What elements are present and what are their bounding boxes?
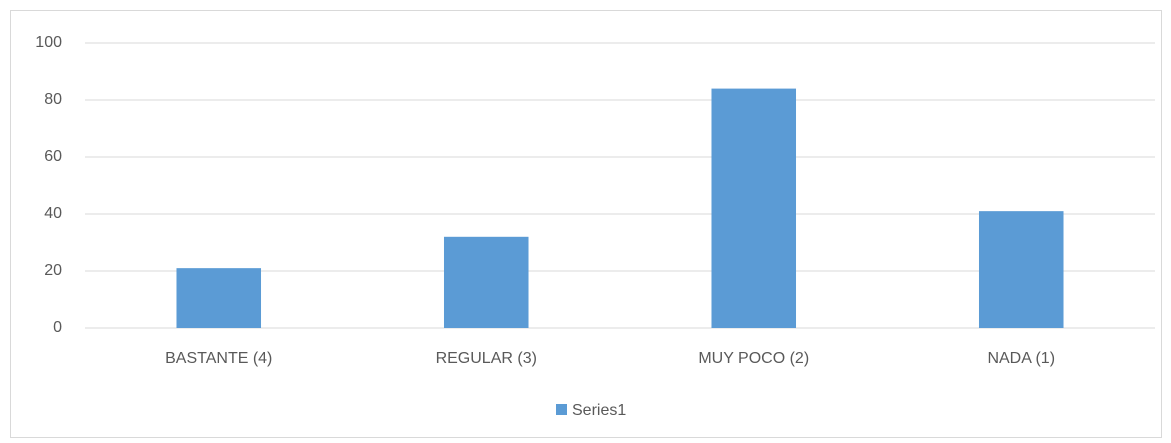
bar (176, 268, 262, 328)
y-tick-label: 80 (44, 91, 62, 108)
y-tick-label: 100 (35, 34, 62, 51)
bar (978, 211, 1064, 328)
x-tick-label: BASTANTE (4) (165, 350, 272, 367)
y-tick-label: 20 (44, 262, 62, 279)
legend-swatch (556, 404, 567, 415)
chart-border (10, 10, 1162, 438)
y-tick-label: 0 (53, 319, 62, 336)
x-tick-label: MUY POCO (2) (698, 350, 809, 367)
bar (711, 88, 797, 328)
legend-label: Series1 (572, 402, 626, 419)
x-tick-label: REGULAR (3) (436, 350, 537, 367)
y-tick-label: 40 (44, 205, 62, 222)
bar (443, 236, 529, 328)
x-tick-label: NADA (1) (987, 350, 1055, 367)
y-tick-label: 60 (44, 148, 62, 165)
